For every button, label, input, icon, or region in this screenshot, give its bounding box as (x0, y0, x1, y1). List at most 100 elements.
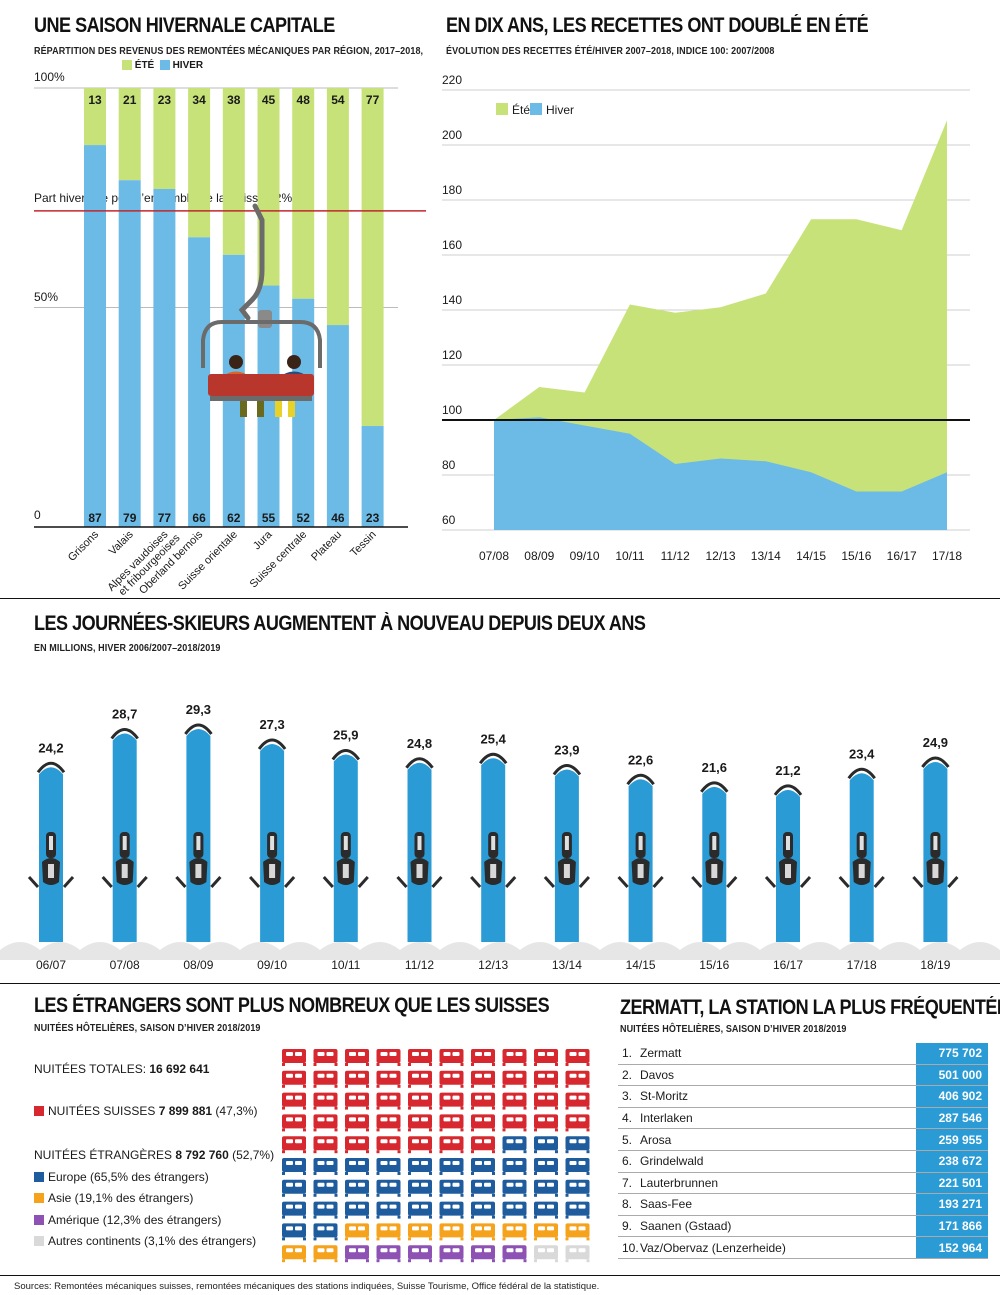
bed-icon (565, 1158, 590, 1175)
bar-hiver (153, 188, 176, 527)
ranking-row: 1. Zermatt 775 702 (618, 1043, 988, 1065)
bed-icon (471, 1136, 495, 1154)
y-tick-label: 200 (442, 128, 462, 142)
season-label: 16/17 (773, 958, 803, 972)
bed-icon (345, 1201, 369, 1219)
bed-icon (471, 1201, 495, 1219)
bed-icon (439, 1136, 464, 1154)
bed-icon (534, 1092, 558, 1110)
bar-hiver (188, 237, 211, 527)
ski-bar (912, 756, 959, 942)
bar-ete (153, 88, 176, 189)
bed-icon (534, 1179, 558, 1197)
asie-swatch (34, 1193, 44, 1203)
bed-icon (502, 1201, 527, 1219)
bed-icon (282, 1114, 306, 1132)
station-name: Zermatt (640, 1043, 916, 1065)
ski-value-label: 24,8 (407, 736, 432, 751)
station-value: 238 672 (916, 1150, 988, 1173)
legend-ete-swatch (496, 103, 508, 115)
ranking-row: 9. Saanen (Gstaad) 171 866 (618, 1215, 988, 1238)
bed-icon (313, 1245, 338, 1263)
season-label: 07/08 (110, 958, 140, 972)
bed-icon (408, 1223, 432, 1241)
stat-suisses-value: 7 899 881 (158, 1104, 213, 1118)
ski-value-label: 29,3 (186, 702, 211, 717)
rank-number: 7. (618, 1172, 640, 1195)
ranking-row: 10. Vaz/Obervaz (Lenzerheide) 152 964 (618, 1236, 988, 1259)
bed-icon (282, 1158, 306, 1175)
bed-icon (502, 1049, 527, 1066)
season-label: 06/07 (36, 958, 66, 972)
season-label: 14/15 (626, 958, 656, 972)
legend-ete-label: ÉTÉ (134, 60, 155, 71)
legend-amerique: Amérique (12,3% des étrangers) (34, 1213, 221, 1227)
bed-icon (408, 1092, 432, 1110)
stat-etrangers-value: 8 792 760 (175, 1148, 229, 1162)
ski-value-label: 28,7 (112, 707, 137, 722)
section3-title: LES JOURNÉES-SKIEURS AUGMENTENT À NOUVEA… (34, 612, 646, 635)
bed-icon (534, 1049, 558, 1066)
x-tick-label: 13/14 (751, 549, 781, 563)
x-tick-label: 12/13 (705, 549, 735, 563)
europe-swatch (34, 1172, 44, 1182)
ranking-table: 1. Zermatt 775 702 2. Davos 501 000 3. St-Morit… (618, 1043, 988, 1259)
bar-ete (188, 88, 211, 238)
bed-icon (502, 1179, 527, 1197)
bed-pictogram (282, 1049, 590, 1263)
divider-2 (0, 983, 1000, 984)
section4-subtitle: NUITÉES HÔTELIÈRES, SAISON D’HIVER 2018/… (34, 1023, 261, 1034)
bed-icon (345, 1136, 369, 1154)
legend-autres: Autres continents (3,1% des étrangers) (34, 1234, 256, 1248)
bar-label-hiver: 23 (366, 511, 380, 525)
bed-icon (502, 1245, 527, 1263)
rank-number: 8. (618, 1193, 640, 1216)
category-label: Valais (107, 528, 136, 557)
bed-icon (376, 1245, 401, 1263)
bed-icon (439, 1114, 464, 1132)
divider-1 (0, 598, 1000, 599)
chairlift-illustration (201, 203, 322, 417)
ski-value-label: 27,3 (259, 717, 284, 732)
bed-icon (565, 1070, 590, 1088)
y-tick-label: 60 (442, 513, 456, 527)
axis-label-100: 100% (34, 70, 65, 84)
season-label: 10/11 (331, 958, 360, 972)
bed-icon (376, 1070, 401, 1088)
bar-hiver (84, 145, 106, 527)
station-value: 152 964 (916, 1236, 988, 1259)
bed-icon (471, 1223, 495, 1241)
bed-icon (502, 1158, 527, 1175)
station-name: Arosa (640, 1128, 916, 1151)
ski-bar (248, 738, 296, 942)
ski-value-label: 23,4 (849, 746, 875, 761)
station-name: Saanen (Gstaad) (640, 1215, 916, 1238)
bed-icon (376, 1223, 401, 1241)
bed-icon (282, 1179, 306, 1197)
ski-bar (764, 784, 812, 942)
x-tick-label: 16/17 (887, 549, 917, 563)
bar-label-hiver: 55 (262, 511, 276, 525)
bar-hiver (118, 180, 141, 527)
ski-value-label: 22,6 (628, 752, 653, 767)
season-label: 11/12 (405, 958, 434, 972)
stat-suisses-label: NUITÉES SUISSES (48, 1104, 159, 1118)
ski-value-label: 21,6 (702, 760, 727, 775)
bed-icon (408, 1114, 432, 1132)
bed-icon (376, 1092, 401, 1110)
bed-icon (471, 1049, 495, 1066)
bar-ete (292, 88, 315, 299)
bed-icon (565, 1201, 590, 1219)
bed-icon (439, 1179, 464, 1197)
ski-bar (838, 767, 885, 942)
bar-label-ete: 38 (227, 93, 241, 107)
y-tick-label: 100 (442, 403, 462, 417)
legend-hiver-label: HIVER (172, 60, 204, 71)
bar-label-ete: 77 (366, 93, 380, 107)
ranking-row: 7. Lauterbrunnen 221 501 (618, 1172, 988, 1195)
bed-icon (565, 1092, 590, 1110)
season-label: 08/09 (183, 958, 213, 972)
legend-hiver-label: Hiver (546, 103, 574, 117)
ski-value-label: 24,2 (38, 740, 63, 755)
